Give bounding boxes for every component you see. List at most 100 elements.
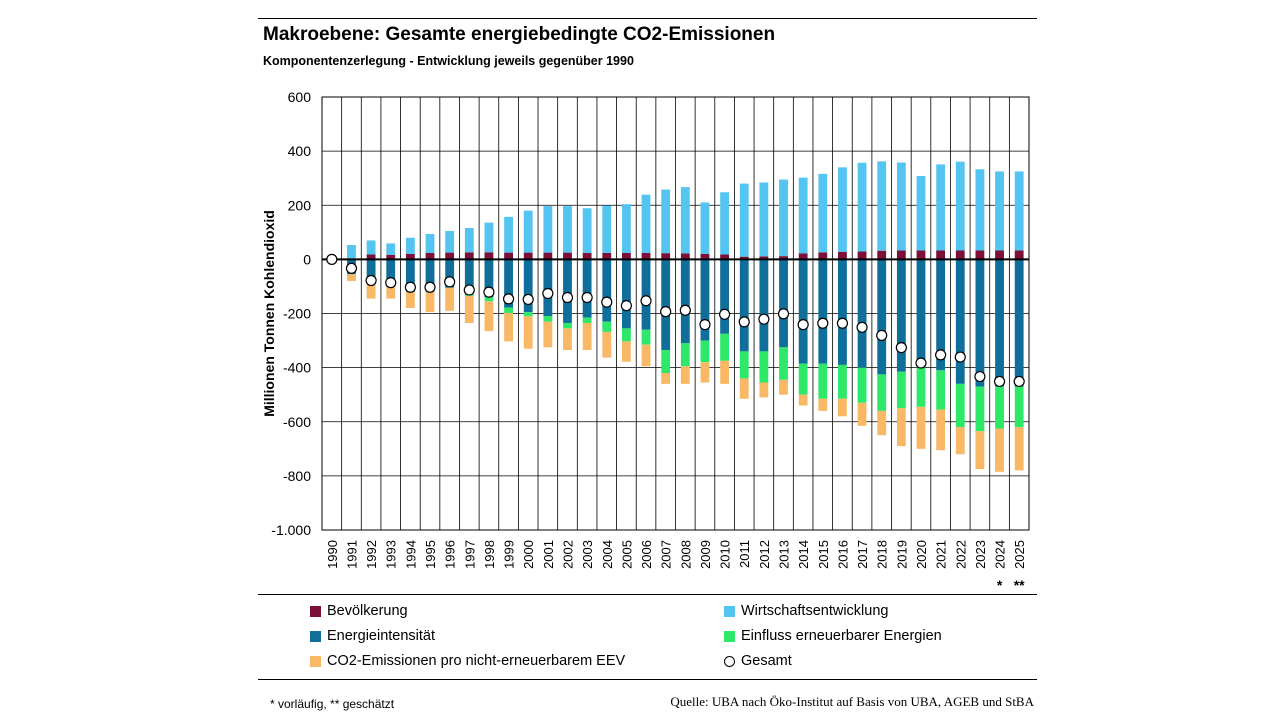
x-tick-label: 2014 xyxy=(796,540,811,569)
bar-segment xyxy=(857,367,867,403)
x-tick-label: 2007 xyxy=(659,540,674,569)
bar-segment xyxy=(896,371,906,409)
bar-segment xyxy=(464,295,474,323)
bar-segment xyxy=(1014,427,1024,471)
bar-segment xyxy=(661,350,671,374)
bar-segment xyxy=(779,179,788,257)
bar-segment xyxy=(700,202,710,254)
x-tick-label: 1996 xyxy=(443,540,458,569)
bar-segment xyxy=(798,394,808,406)
bar-segment xyxy=(739,378,749,399)
bar-segment xyxy=(661,189,671,254)
bar-segment xyxy=(798,259,808,364)
x-tick-label: 2012 xyxy=(757,540,772,569)
legend-item-wirtschaftsentwicklung: Wirtschaftsentwicklung xyxy=(724,603,888,619)
plot-frame xyxy=(321,96,1030,531)
bar-segment xyxy=(759,382,769,398)
x-tick-label: 2013 xyxy=(777,540,792,569)
gesamt-marker xyxy=(542,287,554,300)
bar-segment xyxy=(523,259,533,313)
bar-segment xyxy=(661,253,671,260)
gesamt-marker xyxy=(993,375,1006,388)
bar-segment xyxy=(680,366,690,384)
legend-top-rule xyxy=(258,594,1037,595)
bar-segment xyxy=(975,259,985,387)
bar-segment xyxy=(1014,259,1024,387)
gesamt-marker xyxy=(836,317,849,329)
bar-segment xyxy=(857,402,867,426)
x-tick-label: 1992 xyxy=(364,540,379,569)
bar-segment xyxy=(484,222,494,253)
x-tick-label: 2025 xyxy=(1012,540,1027,569)
bar-segment xyxy=(975,250,985,260)
source-note: Quelle: UBA nach Öko-Institut auf Basis … xyxy=(670,694,1034,709)
bar-segment xyxy=(543,321,553,348)
bar-segment xyxy=(484,252,494,260)
bar-segment xyxy=(602,252,612,260)
bar-segment xyxy=(779,379,788,395)
bar-segment xyxy=(602,259,612,322)
bar-segment xyxy=(680,253,690,260)
legend-item-energieintensitaet: Energieintensität xyxy=(310,628,435,644)
legend-bottom-rule xyxy=(258,679,1037,680)
x-tick-label: 2022 xyxy=(953,540,968,569)
gesamt-marker xyxy=(1013,375,1025,388)
bar-segment xyxy=(896,250,906,260)
bar-segment xyxy=(484,259,494,298)
y-tick-label: 200 xyxy=(288,197,312,213)
x-tick-label: 2000 xyxy=(521,540,536,569)
bar-segment xyxy=(641,259,651,330)
bar-segment xyxy=(582,252,592,260)
bar-segment xyxy=(464,259,474,295)
gesamt-marker xyxy=(444,276,456,288)
bar-segment xyxy=(798,177,808,254)
x-tick-label: 2023 xyxy=(973,540,988,569)
bar-segment xyxy=(936,370,946,410)
bar-segment xyxy=(877,374,887,411)
x-tick-label: 2011 xyxy=(737,540,752,568)
bar-segment xyxy=(445,287,455,311)
legend-label-bevoelkerung: Bevölkerung xyxy=(327,603,408,619)
x-tick-label: 2001 xyxy=(541,540,556,569)
bar-segment xyxy=(877,259,887,375)
bar-segment xyxy=(975,169,985,251)
bar-segment xyxy=(621,252,631,260)
bar-segment xyxy=(484,297,494,302)
bar-segment xyxy=(916,259,926,368)
bar-segment xyxy=(602,205,612,253)
bar-segment xyxy=(720,192,730,255)
bar-segment xyxy=(504,259,513,308)
bar-segment xyxy=(955,161,965,251)
y-tick-label: 400 xyxy=(288,143,312,159)
bar-segment xyxy=(405,253,415,260)
bar-segment xyxy=(779,347,788,380)
bar-segment xyxy=(366,259,376,284)
x-tick-label: 2015 xyxy=(816,540,831,569)
bar-segment xyxy=(838,398,847,417)
bar-segment xyxy=(955,427,965,455)
legend-label-gesamt: Gesamt xyxy=(741,653,792,669)
x-tick-label: 1997 xyxy=(462,540,477,569)
x-tick-label: 2017 xyxy=(855,540,870,569)
bar-segment xyxy=(523,210,533,253)
bar-segment xyxy=(484,301,494,332)
x-tick-label: 2021 xyxy=(934,540,949,569)
bar-segment xyxy=(916,367,926,407)
gesamt-marker xyxy=(797,318,809,331)
gesamt-marker xyxy=(522,293,534,306)
gesamt-marker xyxy=(601,296,613,308)
bar-segment xyxy=(464,227,474,253)
legend-item-erneuerbare: Einfluss erneuerbarer Energien xyxy=(724,628,942,644)
bar-segment xyxy=(955,383,965,428)
x-tick-label: 2019 xyxy=(894,540,909,569)
bar-segment xyxy=(680,343,690,367)
gesamt-marker xyxy=(581,291,593,304)
gesamt-marker xyxy=(817,317,829,329)
bar-segment xyxy=(995,171,1004,251)
gesamt-marker xyxy=(385,277,397,289)
y-axis-title: Millionen Tonnen Kohlendioxid xyxy=(261,210,277,417)
gesamt-marker xyxy=(876,329,888,342)
gesamt-marker xyxy=(935,349,947,361)
x-tick-label: 1999 xyxy=(502,540,517,569)
